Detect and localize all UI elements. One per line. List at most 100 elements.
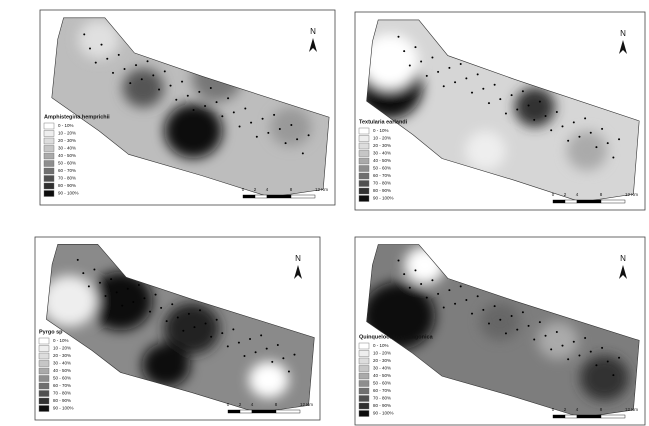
legend-label: 50 - 60% <box>373 166 391 171</box>
legend-label: 90 - 100% <box>373 196 394 201</box>
station <box>516 329 518 331</box>
station <box>227 345 229 347</box>
station <box>262 118 264 120</box>
legend-swatch <box>359 366 369 372</box>
station <box>256 136 258 138</box>
legend-label: 90 - 100% <box>53 406 74 411</box>
legend-swatch <box>359 181 369 187</box>
legend-label: 80 - 90% <box>53 398 71 403</box>
legend-swatch <box>44 161 54 167</box>
legend-swatch <box>39 338 49 344</box>
station <box>409 287 411 289</box>
legend-swatch <box>44 138 54 144</box>
legend-swatch <box>39 361 49 367</box>
station <box>448 67 450 69</box>
station <box>158 88 160 90</box>
station <box>88 285 90 287</box>
station <box>89 48 91 50</box>
station <box>171 303 173 305</box>
legend-label: 90 - 100% <box>373 411 394 416</box>
station <box>221 332 223 334</box>
abundance-blob <box>580 355 629 400</box>
station <box>216 319 218 321</box>
station <box>482 88 484 90</box>
station <box>105 295 107 297</box>
station <box>414 46 416 48</box>
legend-label: 80 - 90% <box>373 403 391 408</box>
station <box>260 334 262 336</box>
station <box>83 33 85 35</box>
station <box>607 361 609 363</box>
station <box>193 326 195 328</box>
station <box>93 268 95 270</box>
scale-segment <box>240 410 252 413</box>
station <box>443 85 445 87</box>
scale-segment <box>565 200 577 203</box>
legend-label: 70 - 80% <box>373 396 391 401</box>
station <box>409 64 411 66</box>
station <box>426 75 428 77</box>
station <box>612 374 614 376</box>
station <box>573 341 575 343</box>
station <box>129 82 131 84</box>
station <box>595 146 597 148</box>
scale-segment <box>565 415 577 418</box>
scale-segment <box>267 195 291 198</box>
legend-label: 70 - 80% <box>53 391 71 396</box>
station <box>152 74 154 76</box>
legend-label: 20 - 30% <box>373 358 391 363</box>
station <box>164 70 166 72</box>
station <box>267 132 269 134</box>
legend-swatch <box>359 343 369 349</box>
legend-swatch <box>39 406 49 412</box>
station <box>590 132 592 134</box>
station <box>522 90 524 92</box>
station <box>505 332 507 334</box>
station <box>290 124 292 126</box>
legend-label: 30 - 40% <box>53 361 71 366</box>
scale-segment <box>601 200 625 203</box>
station <box>398 260 400 262</box>
abundance-blob <box>567 131 608 171</box>
map-panel: NTextularia earlandi0 - 10%10 - 20%20 - … <box>355 12 645 210</box>
legend-label: 40 - 50% <box>53 368 71 373</box>
legend-label: 0 - 10% <box>373 128 389 133</box>
legend-swatch <box>39 398 49 404</box>
station <box>288 371 290 373</box>
station <box>601 128 603 130</box>
station <box>210 336 212 338</box>
station <box>243 355 245 357</box>
legend-label: 10 - 20% <box>53 346 71 351</box>
station <box>590 351 592 353</box>
station <box>238 342 240 344</box>
legend-label: 80 - 90% <box>373 188 391 193</box>
legend-swatch <box>359 373 369 379</box>
station <box>282 357 284 359</box>
legend-swatch <box>359 388 369 394</box>
station <box>175 99 177 101</box>
scale-label: 12 Km <box>300 402 313 407</box>
station <box>426 297 428 299</box>
station <box>420 283 422 285</box>
scale-segment <box>276 410 300 413</box>
station <box>118 54 120 56</box>
scale-segment <box>291 195 315 198</box>
station <box>488 322 490 324</box>
legend-swatch <box>359 151 369 157</box>
station <box>584 117 586 119</box>
station <box>578 354 580 356</box>
station <box>255 351 257 353</box>
scale-segment <box>252 410 276 413</box>
legend-swatch <box>44 123 54 129</box>
station <box>271 361 273 363</box>
station <box>232 328 234 330</box>
station <box>285 142 287 144</box>
north-label: N <box>620 29 626 38</box>
map-panel: NPyrgo sp0 - 10%10 - 20%20 - 30%30 - 40%… <box>35 237 320 420</box>
station <box>121 305 123 307</box>
station <box>166 320 168 322</box>
station <box>199 309 201 311</box>
station <box>249 338 251 340</box>
station <box>266 348 268 350</box>
